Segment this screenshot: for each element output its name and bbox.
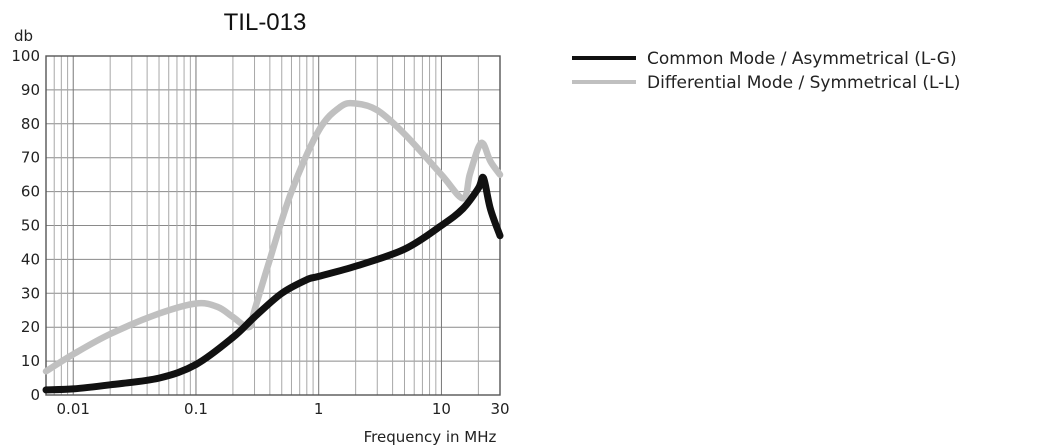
y-tick-label: 50 bbox=[21, 217, 40, 235]
chart-title: TIL-013 bbox=[224, 9, 307, 36]
y-axis-label: db bbox=[14, 27, 33, 45]
y-tick-label: 70 bbox=[21, 149, 40, 167]
y-tick-label: 100 bbox=[11, 47, 40, 65]
x-tick-label: 30 bbox=[490, 400, 509, 418]
x-tick-label: 1 bbox=[314, 400, 324, 418]
x-tick-label: 0.1 bbox=[184, 400, 208, 418]
grid bbox=[46, 55, 500, 396]
y-tick-label: 40 bbox=[21, 250, 40, 268]
x-tick-label: 0.01 bbox=[57, 400, 90, 418]
legend-label: Differential Mode / Symmetrical (L-L) bbox=[647, 73, 960, 93]
y-tick-label: 60 bbox=[21, 183, 40, 201]
y-tick-label: 10 bbox=[21, 352, 40, 370]
plot-frame bbox=[45, 55, 501, 396]
y-tick-label: 30 bbox=[21, 284, 40, 302]
y-tick-label: 80 bbox=[21, 115, 40, 133]
series-line-differential-mode bbox=[42, 99, 504, 375]
series-lines bbox=[42, 99, 504, 394]
x-tick-labels: 0.01 0.1 1 10 30 bbox=[57, 400, 510, 418]
x-tick-label: 10 bbox=[432, 400, 451, 418]
y-tick-label: 0 bbox=[30, 386, 40, 404]
y-tick-label: 20 bbox=[21, 318, 40, 336]
y-tick-label: 90 bbox=[21, 81, 40, 99]
y-tick-labels: 0 10 20 30 40 50 60 70 80 90 100 bbox=[11, 47, 40, 404]
series-line-common-mode bbox=[42, 173, 504, 394]
legend: Common Mode / Asymmetrical (L-G) Differen… bbox=[572, 49, 960, 93]
legend-label: Common Mode / Asymmetrical (L-G) bbox=[647, 49, 957, 69]
x-axis-label: Frequency in MHz bbox=[364, 428, 497, 446]
